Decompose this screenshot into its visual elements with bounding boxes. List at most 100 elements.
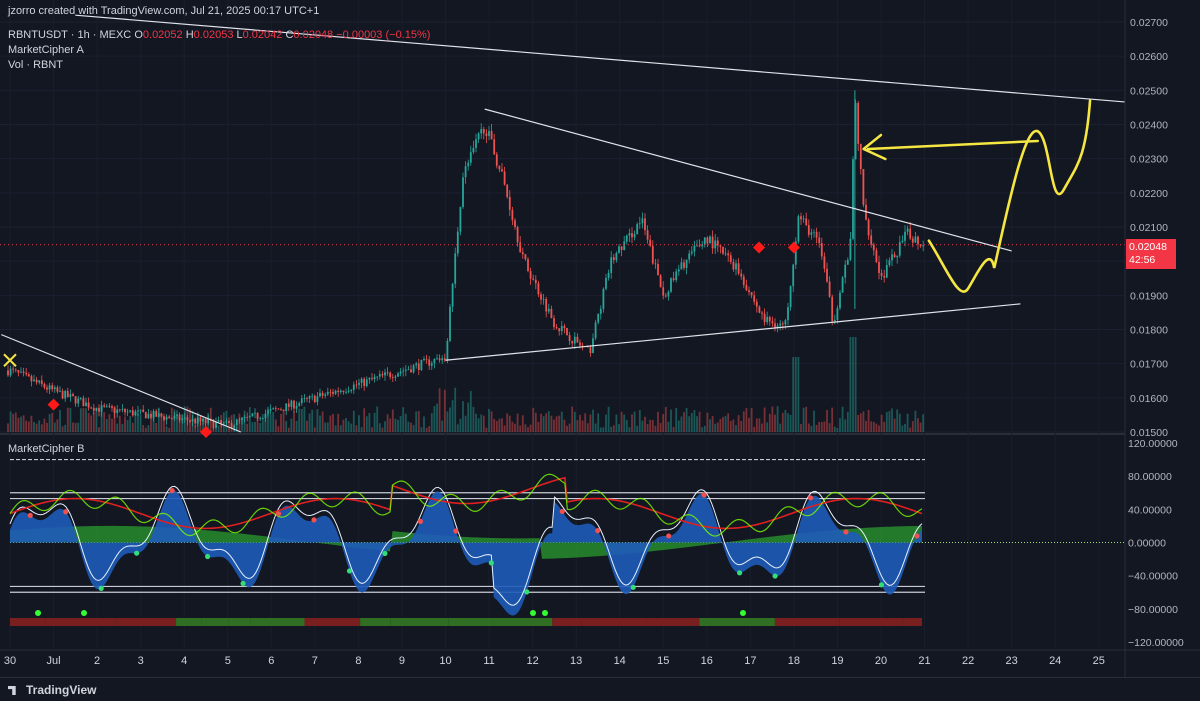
volume-bar — [888, 411, 891, 432]
candle-body — [217, 420, 220, 422]
time-tick-label: 23 — [1006, 655, 1018, 667]
indicator-a-label[interactable]: MarketCipher A — [8, 44, 84, 56]
volume-bar — [100, 407, 103, 432]
candle-body — [69, 394, 72, 397]
signal-markers — [3, 241, 800, 438]
candle-body — [129, 410, 132, 412]
volume-bar — [410, 422, 412, 432]
volume-bar — [98, 427, 100, 432]
time-axis[interactable]: 30 Jul 2 3 4 5 6 7 8 9 10 11 12 13 14 15 16 17 18 19 20 21 22 2… — [0, 649, 1200, 667]
candle-body — [308, 396, 311, 399]
candle-body — [607, 272, 610, 278]
volume-bar — [139, 414, 142, 432]
volume-bar — [350, 423, 353, 432]
oscillator-title[interactable]: MarketCipher B — [8, 443, 85, 455]
candle-body — [774, 323, 776, 328]
candle-body — [412, 365, 415, 373]
volume-bar — [857, 415, 860, 432]
candle-body — [20, 371, 22, 373]
candle-body — [641, 218, 644, 224]
red-diamond-marker — [753, 241, 766, 254]
candle-body — [906, 228, 909, 232]
volume-bar — [748, 417, 750, 432]
volume-bar — [844, 419, 847, 432]
volume-bar — [212, 427, 215, 432]
candle-body — [410, 369, 412, 373]
candle-body — [157, 413, 160, 417]
candle-body — [784, 320, 787, 325]
status-strip-segment — [81, 618, 117, 626]
osc-tick-label: −120.00000 — [1128, 637, 1184, 649]
volume-bar — [568, 423, 571, 432]
candle-body — [303, 398, 306, 399]
cross-dot — [311, 517, 317, 523]
candle-body — [87, 402, 90, 408]
candle-body — [397, 373, 399, 377]
candle-body — [7, 370, 9, 376]
candle-body — [334, 390, 337, 394]
volume-bar — [142, 425, 145, 432]
candle-body — [516, 227, 519, 243]
volume-bar — [376, 406, 379, 432]
red-diamond-marker — [47, 398, 60, 411]
legend-line[interactable]: RBNTUSDT · 1h · MEXC O0.02052 H0.02053 L… — [8, 29, 430, 41]
volume-bar — [802, 407, 805, 432]
volume-bar — [698, 411, 701, 432]
chart-canvas[interactable]: 0.02700 0.02600 0.02500 0.02400 0.02300 0.022… — [0, 0, 1200, 677]
volume-bar — [347, 421, 350, 432]
candle-body — [345, 391, 347, 393]
volume-bar — [358, 415, 360, 432]
volume-bar — [657, 411, 659, 432]
volume-bar — [620, 411, 623, 432]
volume-bar — [511, 421, 514, 432]
volume-bar — [303, 406, 306, 432]
volume-bar — [402, 407, 405, 432]
tradingview-logo[interactable]: TradingView — [8, 683, 96, 697]
volume-bar — [217, 425, 220, 432]
candle-body — [103, 405, 106, 407]
footer-bar: TradingView — [0, 677, 1200, 701]
candle-body — [168, 416, 171, 419]
candle-body — [228, 421, 230, 424]
volume-bar — [849, 337, 852, 432]
volume-bar — [846, 411, 849, 432]
candle-body — [423, 358, 425, 360]
price-axis[interactable]: 0.02700 0.02600 0.02500 0.02400 0.02300 0.022… — [1124, 0, 1200, 677]
volume-bar — [391, 409, 394, 432]
candle-body — [295, 405, 298, 409]
change-value: −0.00003 (−0.15%) — [336, 29, 431, 41]
candle-body — [300, 398, 303, 404]
volume-bar — [703, 425, 706, 432]
volume-bar — [805, 406, 808, 432]
volume-label[interactable]: Vol · RBNT — [8, 59, 64, 71]
volume-bar — [300, 408, 303, 432]
volume-bar — [529, 424, 532, 432]
volume-bar — [571, 406, 574, 432]
candle-body — [878, 261, 880, 273]
volume-bar — [651, 420, 654, 432]
candle-body — [443, 358, 446, 361]
volume-bar — [321, 411, 324, 432]
candle-body — [98, 407, 100, 412]
volume-bar — [87, 413, 90, 432]
volume-bar — [163, 413, 165, 432]
candle-body — [85, 402, 87, 407]
candle-body — [118, 409, 121, 411]
cross-dot — [98, 585, 104, 591]
time-tick-label: 4 — [181, 655, 187, 667]
time-tick-label: 5 — [225, 655, 231, 667]
candle-body — [25, 372, 28, 375]
volume-bar — [27, 421, 30, 432]
candle-body — [914, 236, 917, 243]
volume-bar — [264, 416, 267, 432]
candle-body — [839, 292, 841, 309]
volume-bar — [714, 423, 717, 432]
volume-bar — [25, 420, 28, 432]
candle-body — [571, 340, 574, 344]
volume-bar — [482, 415, 485, 432]
candle-body — [163, 416, 165, 420]
volume-bar — [90, 415, 93, 432]
time-tick-label: 13 — [570, 655, 582, 667]
volume-bar — [688, 416, 691, 432]
buy-dot — [542, 609, 548, 616]
